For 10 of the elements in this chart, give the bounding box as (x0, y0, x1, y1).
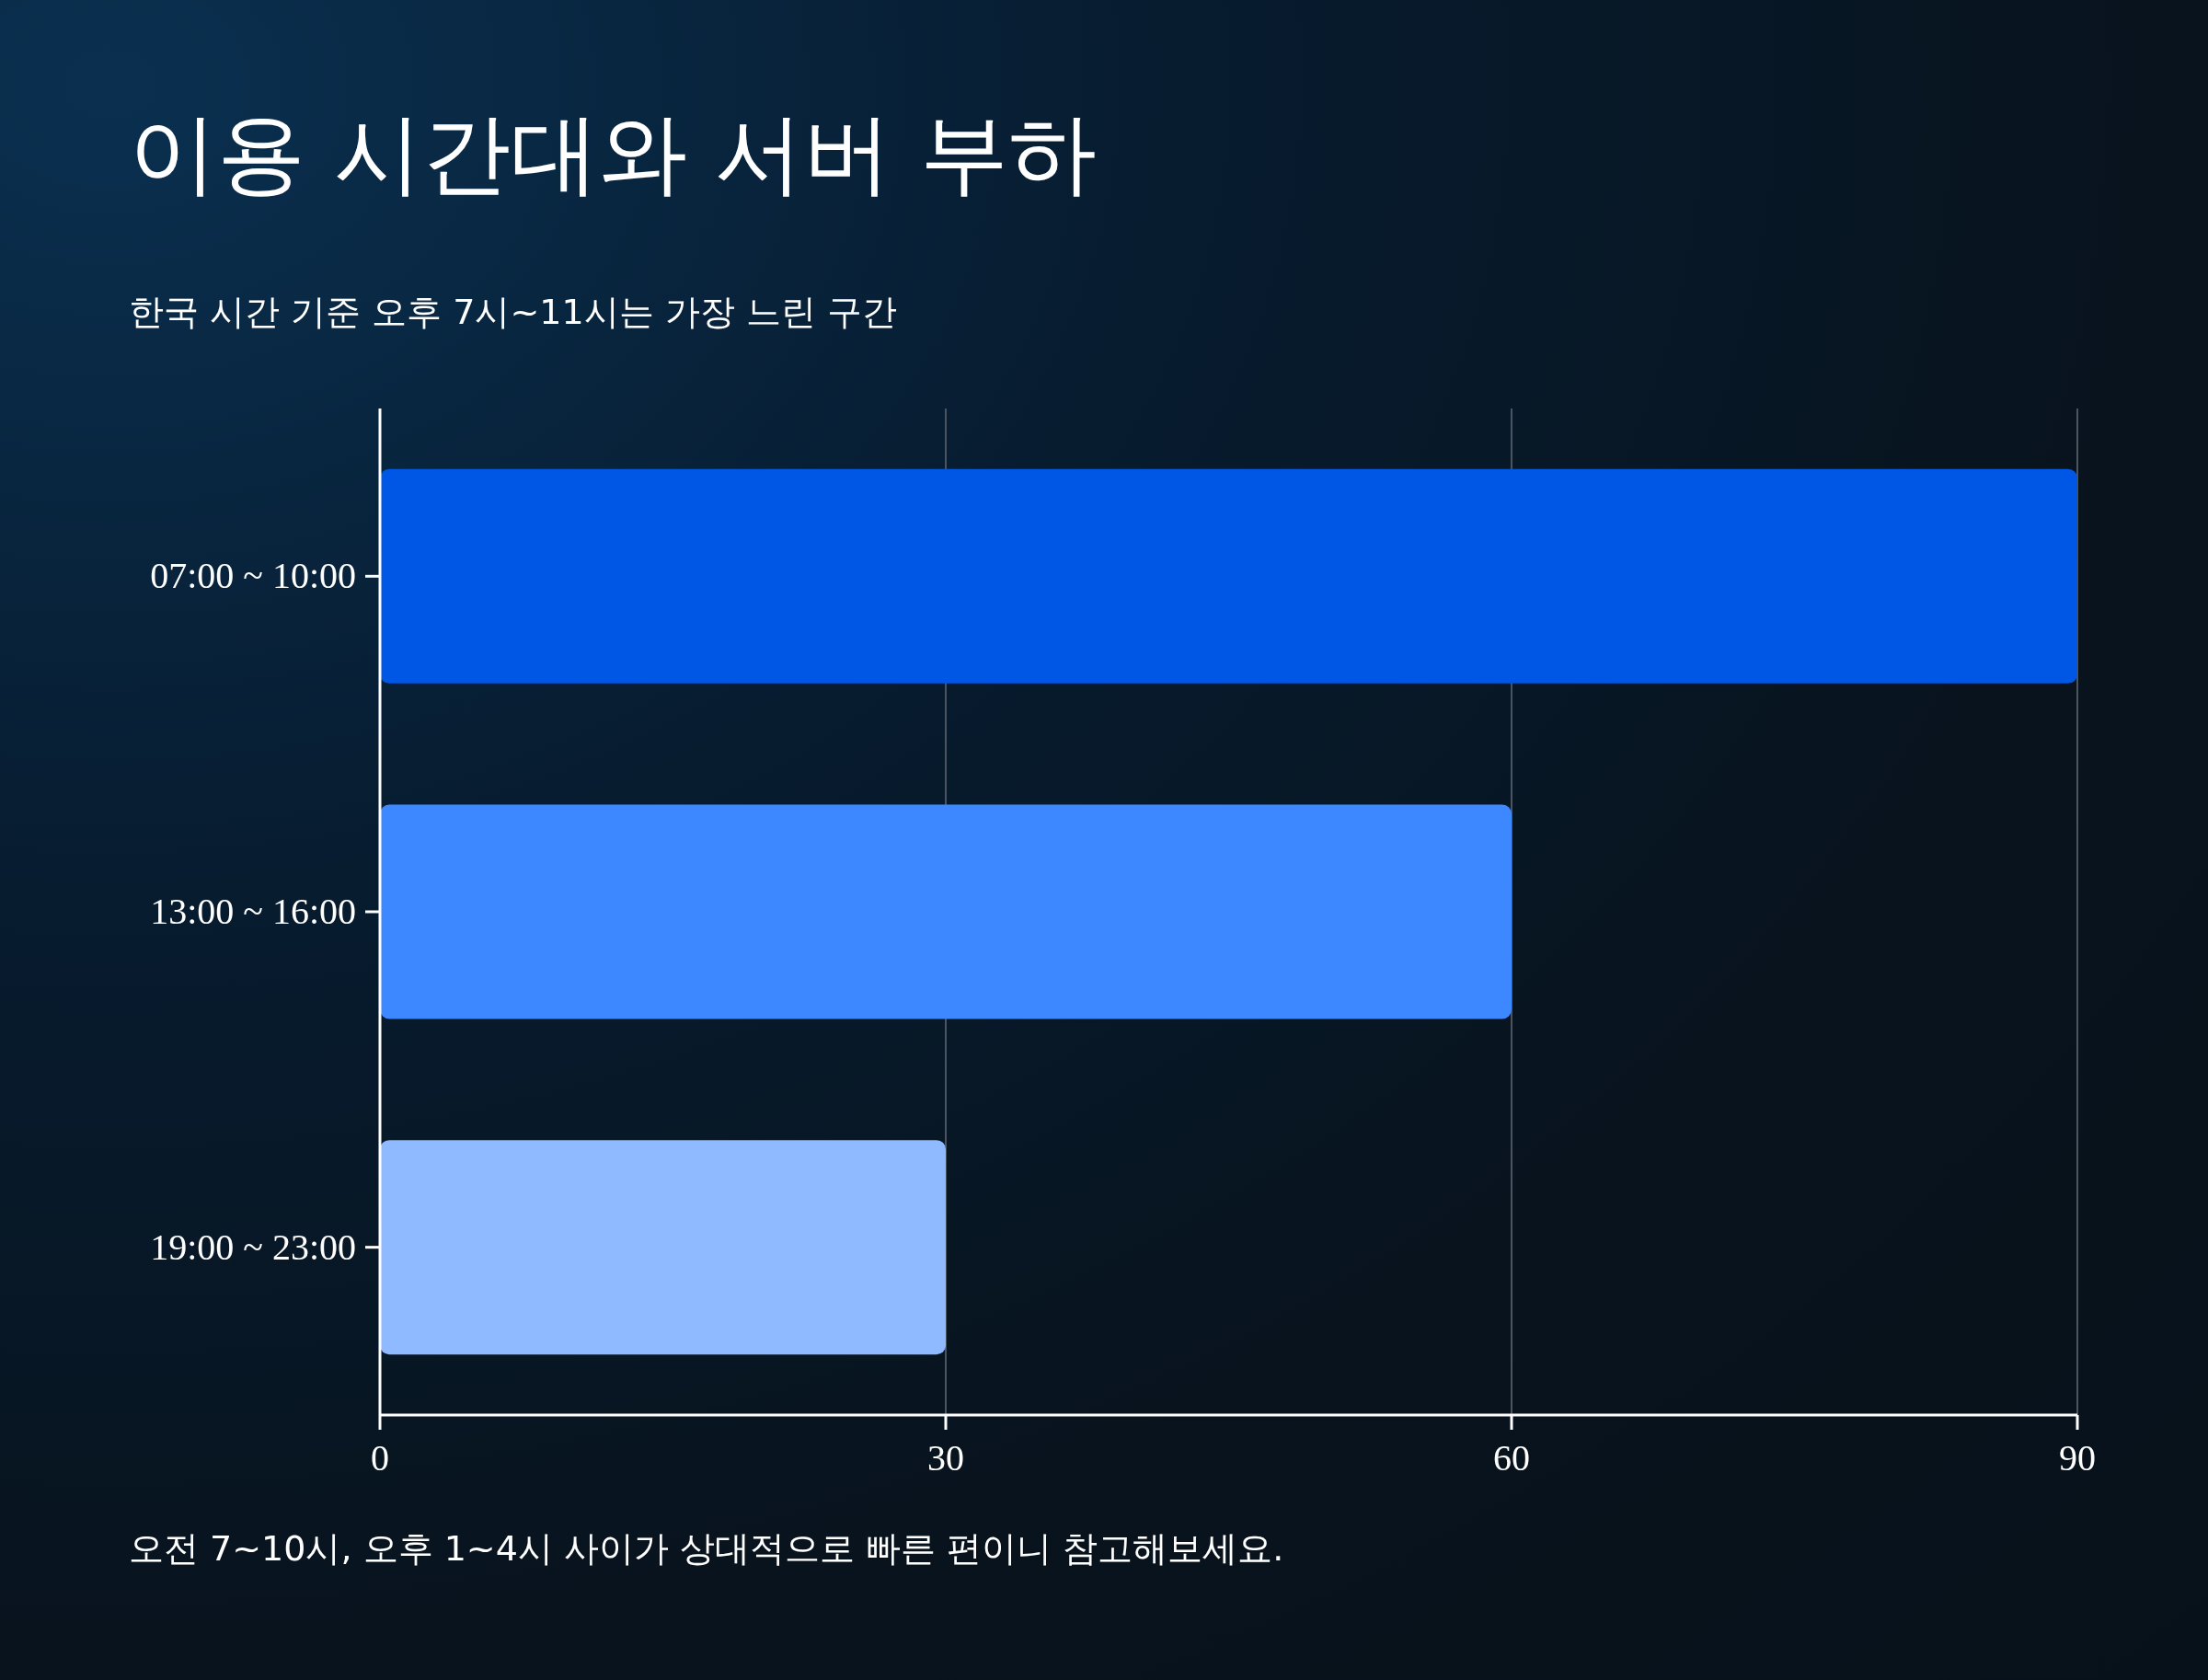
x-tick-label: 30 (927, 1437, 964, 1479)
y-tick-label: 19:00 ~ 23:00 (150, 1225, 356, 1268)
chart-subtitle: 한국 시간 기준 오후 7시~11시는 가장 느린 구간 (129, 292, 897, 332)
x-tick-label: 90 (2059, 1437, 2096, 1479)
text: 오전 7~10시, 오후 1~4시 사이가 상대적으로 빠른 편이니 참고해보세요. (129, 1528, 1284, 1569)
x-tick-label: 0 (371, 1437, 389, 1479)
y-tick-label: 07:00 ~ 10:00 (150, 555, 356, 597)
chart-title: 이용 시간대와 서버 부하 (129, 102, 1097, 205)
x-tick-label: 60 (1493, 1437, 1530, 1479)
y-tick-label: 13:00 ~ 16:00 (150, 891, 356, 932)
